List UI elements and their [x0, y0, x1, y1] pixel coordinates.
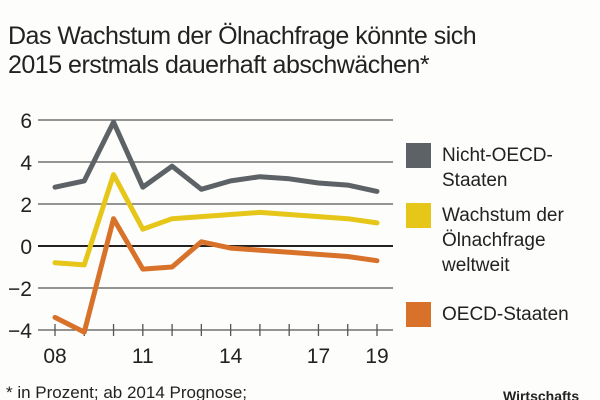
x-tick-label: 14	[219, 345, 243, 368]
chart-title-line-2: 2015 erstmals dauerhaft abschwächen*	[8, 51, 430, 79]
series-line-0	[52, 119, 380, 194]
legend-swatch	[406, 143, 431, 168]
legend-label: Wachstum der	[442, 205, 564, 226]
x-tick-label: 19	[365, 345, 388, 368]
legend-label: Staaten	[442, 170, 508, 191]
x-tick-label: 08	[43, 345, 66, 368]
y-tick-label: 0	[20, 236, 32, 259]
legend-label: Nicht-OECD-	[442, 145, 553, 166]
y-tick-label: 6	[20, 110, 32, 133]
legend-label: Ölnachfrage	[442, 230, 546, 251]
chart-title-line-1: Das Wachstum der Ölnachfrage könnte sich	[8, 22, 477, 50]
footnote: * in Prozent; ab 2014 Prognose;	[6, 383, 247, 400]
y-tick-label: 4	[20, 152, 32, 175]
legend-swatch	[406, 203, 431, 228]
legend-swatch	[406, 302, 431, 327]
x-tick-label: 17	[307, 345, 330, 368]
legend-label: OECD-Staaten	[442, 304, 569, 325]
x-tick-label: 11	[132, 345, 154, 368]
y-tick-label: −4	[8, 320, 32, 343]
series-line-2	[52, 216, 380, 335]
legend-label: weltweit	[441, 255, 510, 276]
y-tick-label: −2	[8, 278, 32, 301]
source-label: Wirtschafts	[503, 388, 580, 400]
y-tick-label: 2	[20, 194, 32, 217]
series-line-1	[52, 172, 380, 268]
